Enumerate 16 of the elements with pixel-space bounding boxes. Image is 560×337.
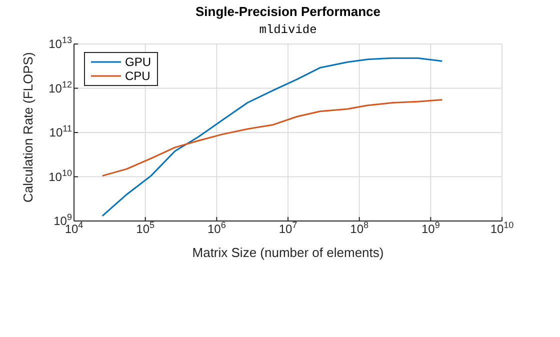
- chart-title: Single-Precision Performance: [196, 4, 380, 19]
- y-axis-title: Calculation Rate (FLOPS): [20, 52, 36, 202]
- x-tick-label: 10$^{5}$: [136, 220, 155, 236]
- y-tick-label: 10$^{11}$: [49, 124, 72, 140]
- x-tick-label: 10$^{10}$: [490, 220, 514, 236]
- legend-label: CPU: [125, 69, 150, 83]
- x-tick-label: 10$^{8}$: [350, 220, 369, 236]
- x-tick-label: 10$^{7}$: [278, 220, 298, 236]
- x-tick-label: 10$^{6}$: [207, 220, 226, 236]
- chart-subtitle: mldivide: [259, 23, 317, 37]
- legend-label: GPU: [125, 55, 152, 69]
- x-axis-title: Matrix Size (number of elements): [192, 245, 384, 260]
- x-tick-label: 10$^{9}$: [421, 220, 440, 236]
- y-tick-label: 10$^{10}$: [48, 168, 72, 184]
- y-tick-label: 10$^{12}$: [48, 79, 72, 96]
- y-tick-label: 10$^{13}$: [48, 35, 72, 51]
